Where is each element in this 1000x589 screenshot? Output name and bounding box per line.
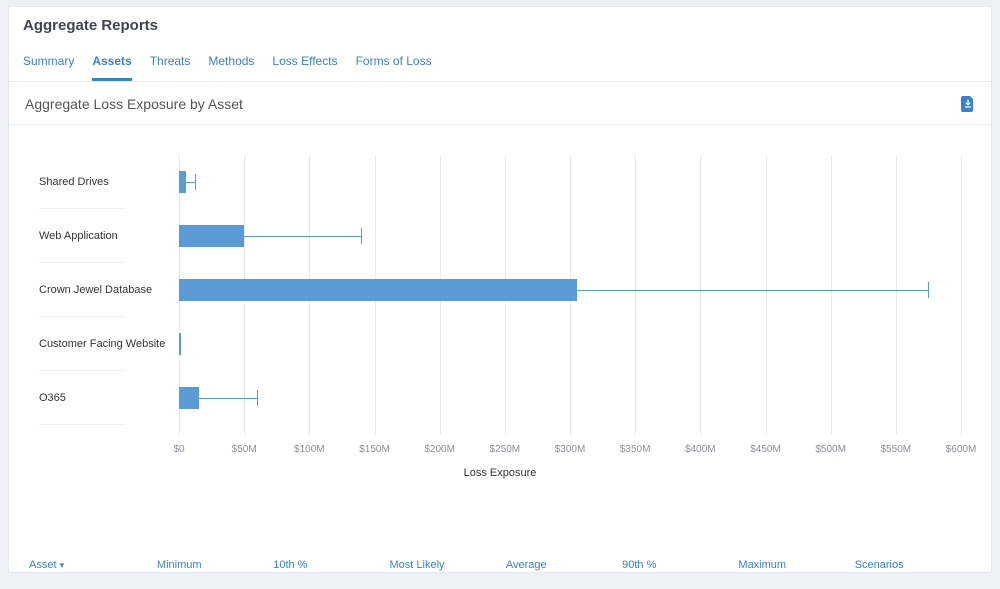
column-header-minimum[interactable]: Minimum [157,559,273,571]
table-column-headers: Asset ▾Minimum10th %Most LikelyAverage90… [9,489,991,589]
x-tick-label: $300M [555,444,586,455]
row-separator [39,424,126,425]
whisker-line [199,398,258,399]
tabs-bar: Summary Assets Threats Methods Loss Effects F… [9,40,991,82]
column-header-asset[interactable]: Asset ▾ [29,559,157,571]
whisker-line [244,236,361,237]
row-track [179,317,961,371]
whisker-line [577,290,929,291]
tab-methods[interactable]: Methods [208,48,254,81]
whisker-cap [257,390,258,406]
tab-threats[interactable]: Threats [150,48,191,81]
x-tick-label: $550M [881,444,912,455]
x-tick-label: $50M [232,444,257,455]
tab-summary[interactable]: Summary [23,48,74,81]
download-icon[interactable] [961,96,975,112]
column-header-average[interactable]: Average [506,559,622,571]
column-header-10th-[interactable]: 10th % [273,559,389,571]
row-track [179,209,961,263]
tab-forms-of-loss[interactable]: Forms of Loss [356,48,432,81]
bar [179,387,199,409]
x-tick-label: $600M [946,444,977,455]
bar [179,225,244,247]
x-tick-label: $250M [490,444,521,455]
x-tick-label: $200M [424,444,455,455]
x-tick-label: $100M [294,444,325,455]
chart-container: $0 $50M $100M $150M $200M $250M $300M $350M $400… [9,125,991,489]
category-label: Web Application [39,230,174,242]
x-tick-label: $450M [750,444,781,455]
column-header-maximum[interactable]: Maximum [738,559,854,571]
row-track [179,155,961,209]
column-label: Asset [29,559,57,571]
chart-row: O365 [29,371,971,425]
x-tick-label: $400M [685,444,716,455]
chart-row: Customer Facing Website [29,317,971,371]
column-header-most-likely[interactable]: Most Likely [390,559,506,571]
whisker-cap [183,174,184,190]
row-track [179,263,961,317]
tab-loss-effects[interactable]: Loss Effects [272,48,337,81]
whisker-cap [361,228,362,244]
section-title: Aggregate Loss Exposure by Asset [25,96,243,112]
section-header: Aggregate Loss Exposure by Asset [9,82,991,125]
chart-row: Shared Drives [29,155,971,209]
whisker-cap [928,282,929,298]
category-label: O365 [39,392,174,404]
chart-row: Crown Jewel Database [29,263,971,317]
category-label: Crown Jewel Database [39,284,174,296]
x-tick-label: $350M [620,444,651,455]
row-track [179,371,961,425]
x-tick-label: $150M [359,444,390,455]
loss-exposure-chart: $0 $50M $100M $150M $200M $250M $300M $350M $400… [29,155,971,465]
category-label: Customer Facing Website [39,338,174,350]
report-card: Aggregate Reports Summary Assets Threats Me… [8,6,992,573]
chart-row: Web Application [29,209,971,263]
x-axis-title: Loss Exposure [29,467,971,479]
x-tick-label: $500M [815,444,846,455]
x-tick-label: $0 [173,444,184,455]
sort-caret-icon: ▾ [60,560,65,570]
column-header-scenarios[interactable]: Scenarios [855,559,971,571]
tab-assets[interactable]: Assets [92,48,131,81]
page-title: Aggregate Reports [23,17,977,34]
whisker-line [183,182,195,183]
whisker-cap [195,174,196,190]
category-label: Shared Drives [39,176,174,188]
column-header-90th-[interactable]: 90th % [622,559,738,571]
bar [179,279,577,301]
card-header: Aggregate Reports [9,7,991,40]
bar [179,333,181,355]
